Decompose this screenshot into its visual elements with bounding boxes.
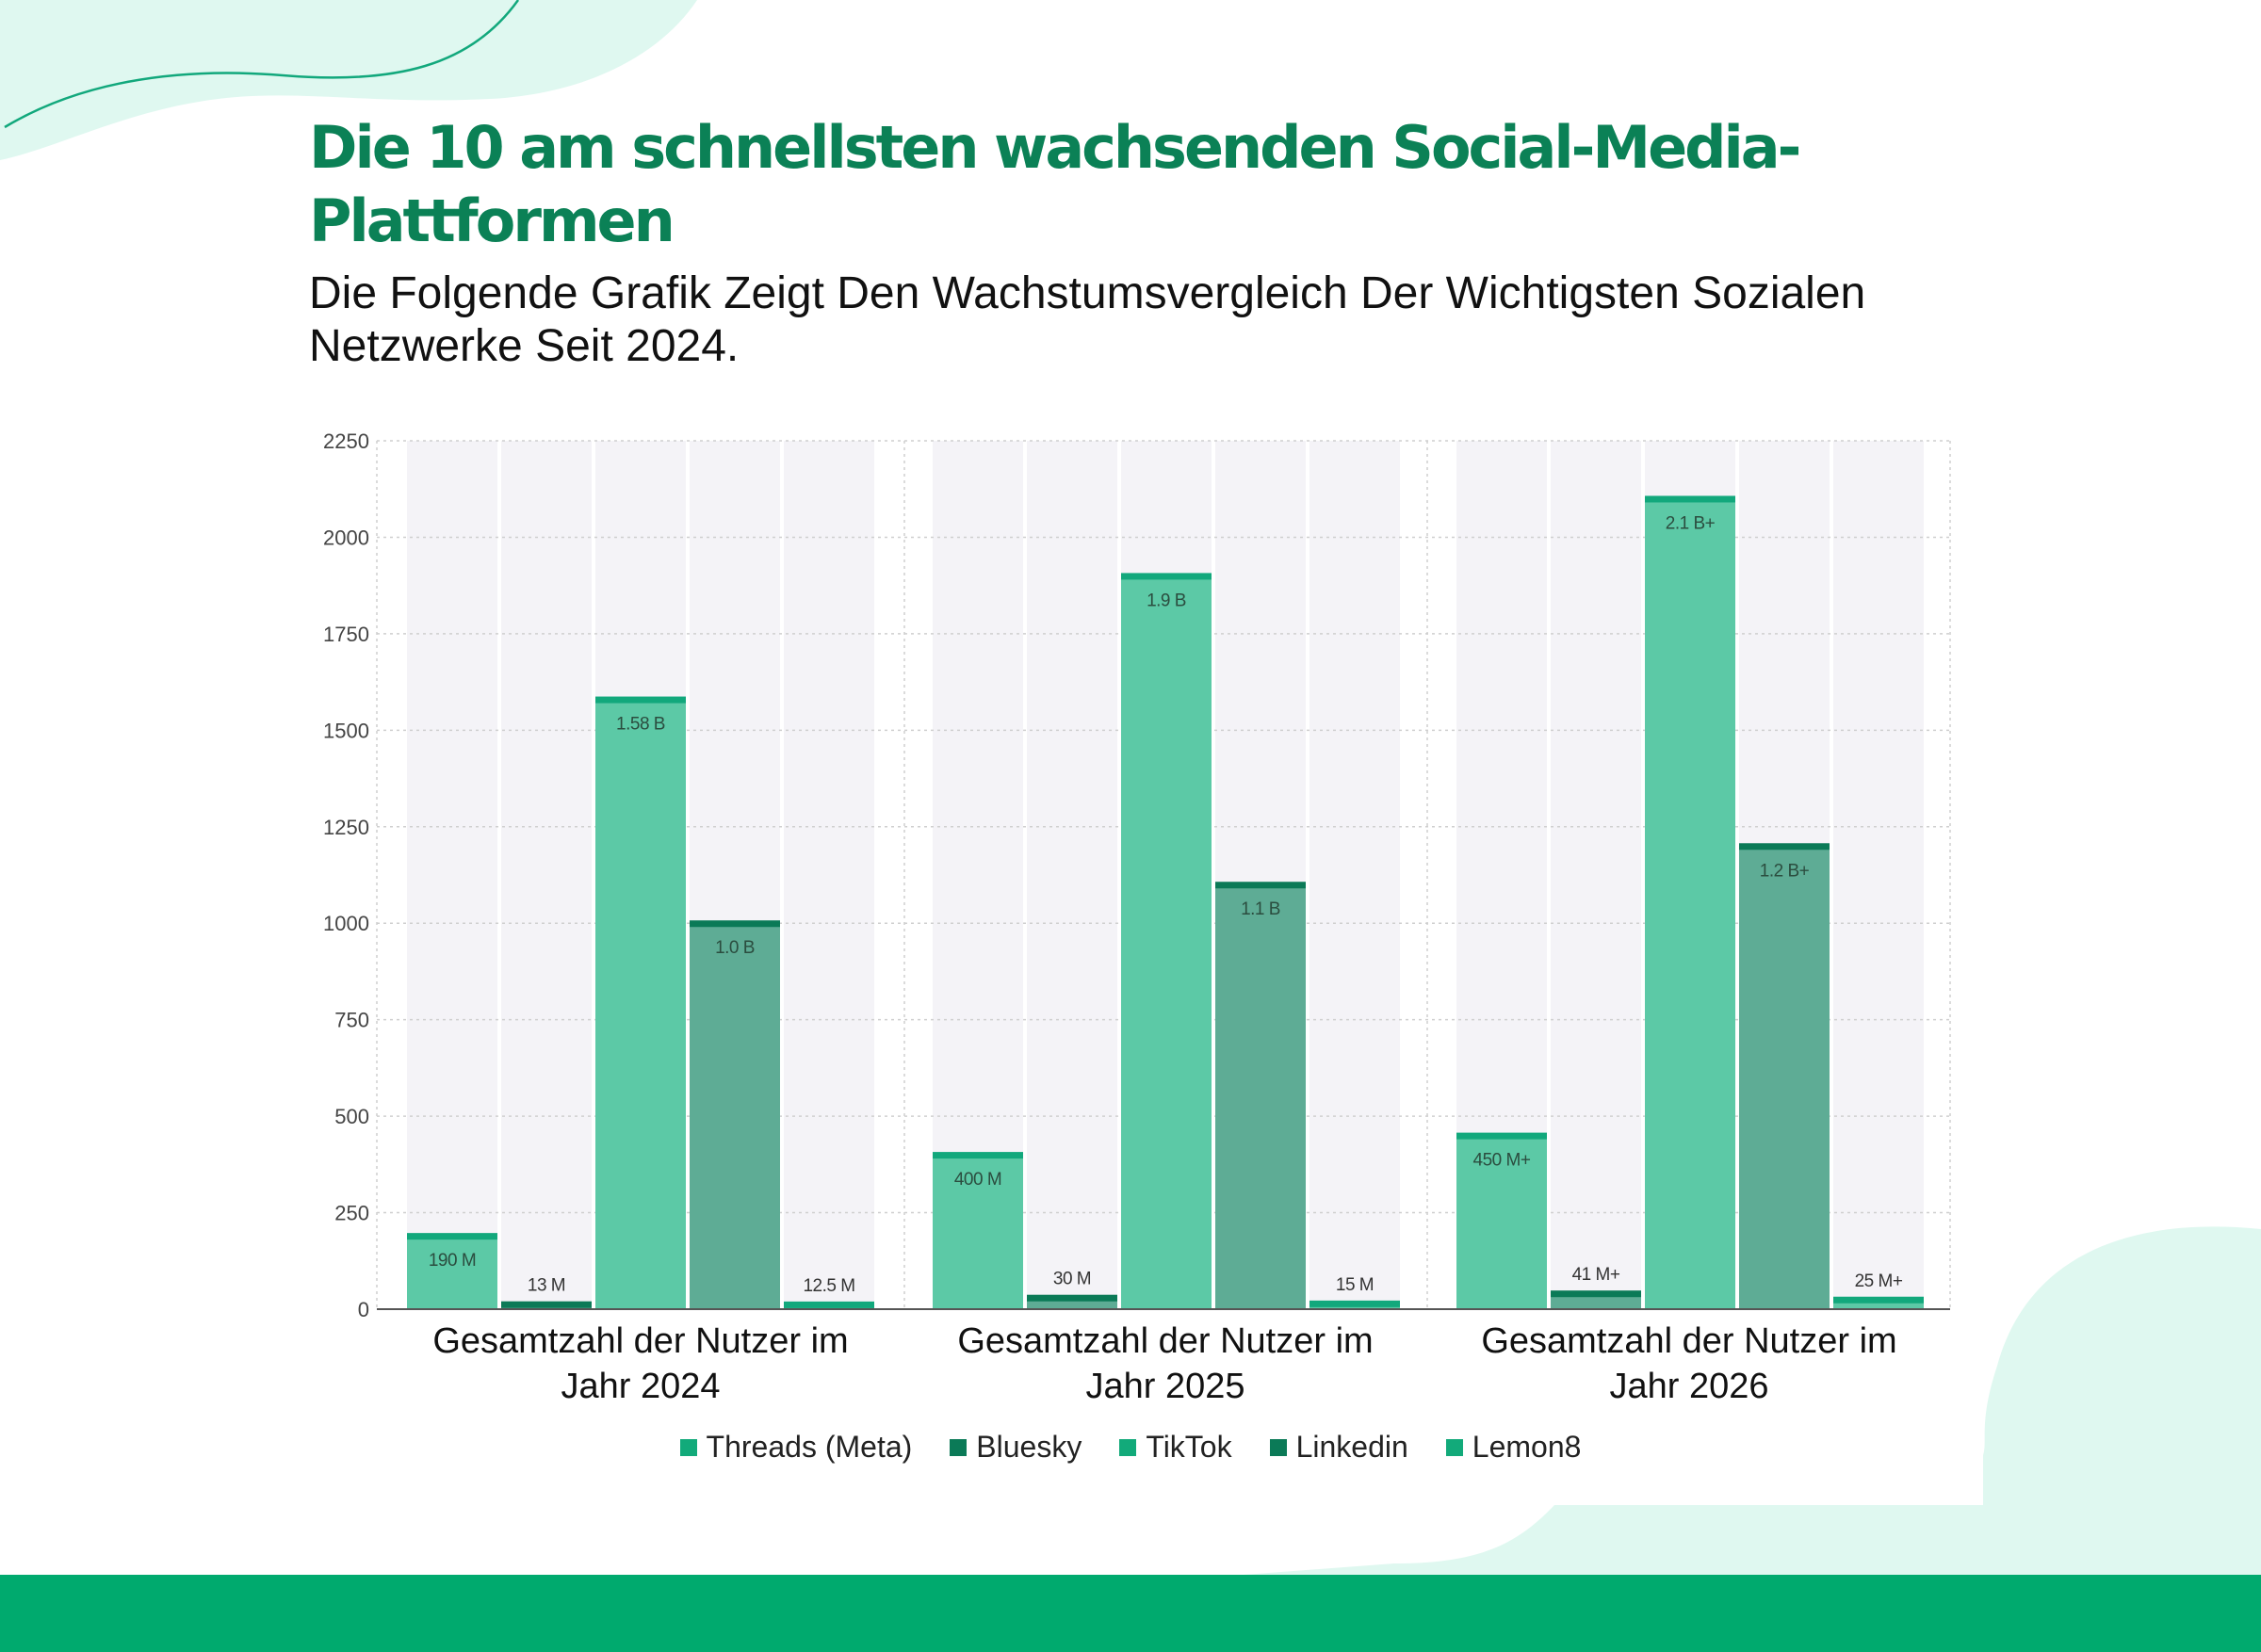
- page-subtitle: Die Folgende Grafik Zeigt Den Wachstumsv…: [309, 268, 1866, 371]
- bar-cap: [933, 1152, 1023, 1159]
- legend-swatch: [950, 1438, 968, 1456]
- y-tick-label: 500: [334, 1105, 369, 1128]
- bar-cap: [1027, 1294, 1117, 1302]
- bar-cap: [1309, 1300, 1400, 1307]
- legend-item: Linkedin: [1269, 1430, 1408, 1465]
- top-left-wave-line: [4, 0, 520, 129]
- bar-cap: [784, 1301, 874, 1308]
- bar-threads-meta-: [407, 1236, 497, 1309]
- y-tick-label: 2000: [323, 526, 369, 549]
- y-tick-label: 750: [334, 1009, 369, 1032]
- data-label: 13 M: [528, 1276, 565, 1296]
- y-tick-label: 0: [358, 1298, 369, 1321]
- bar-cap: [407, 1233, 497, 1240]
- bar-bluesky: [1551, 1293, 1641, 1309]
- column-background: [1027, 441, 1117, 1309]
- page-title: Die 10 am schnellsten wachsenden Social-…: [309, 113, 1801, 255]
- y-tick-label: 1750: [323, 623, 369, 646]
- y-tick-label: 2250: [323, 429, 369, 453]
- legend-label: Threads (Meta): [706, 1430, 913, 1464]
- data-label: 400 M: [954, 1170, 1001, 1190]
- bar-threads-meta-: [1456, 1135, 1547, 1309]
- legend-swatch: [679, 1438, 697, 1456]
- column-background: [1833, 441, 1924, 1309]
- bar-cap: [1121, 573, 1212, 580]
- legend-swatch: [1269, 1438, 1287, 1456]
- bar-cap: [1739, 843, 1830, 850]
- bar-cap: [501, 1301, 592, 1308]
- bar-tiktok: [1645, 498, 1735, 1309]
- column-background: [501, 441, 592, 1309]
- data-label: 1.58 B: [616, 715, 665, 735]
- column-background: [407, 441, 497, 1309]
- bar-linkedin: [690, 923, 780, 1309]
- legend-swatch: [1119, 1438, 1137, 1456]
- legend-item: Lemon8: [1445, 1430, 1582, 1465]
- bar-linkedin: [1739, 846, 1830, 1309]
- bar-cap: [1645, 495, 1735, 503]
- x-category-label: Jahr 2026: [1609, 1367, 1768, 1406]
- x-category-label: Gesamtzahl der Nutzer im: [1481, 1321, 1896, 1361]
- data-label: 190 M: [429, 1251, 476, 1271]
- data-label: 1.0 B: [715, 938, 755, 958]
- data-label: 15 M: [1336, 1275, 1374, 1295]
- bar-tiktok: [595, 699, 686, 1309]
- x-category-label: Jahr 2024: [561, 1367, 720, 1406]
- bar-cap: [1215, 882, 1306, 889]
- bar-cap: [690, 920, 780, 928]
- data-label: 2.1 B+: [1666, 513, 1716, 533]
- bar-linkedin: [1215, 884, 1306, 1309]
- data-label: 1.1 B: [1241, 899, 1280, 919]
- chart-legend: Threads (Meta) Bluesky TikTok Linkedin Lemon…: [0, 1430, 2261, 1465]
- bar-lemon8: [1833, 1299, 1924, 1309]
- legend-label: TikTok: [1146, 1430, 1232, 1464]
- bar-cap: [1551, 1290, 1641, 1298]
- y-tick-label: 1250: [323, 816, 369, 839]
- data-label: 30 M: [1053, 1270, 1091, 1289]
- data-label: 25 M+: [1855, 1271, 1903, 1291]
- data-label: 41 M+: [1572, 1265, 1620, 1285]
- bar-threads-meta-: [933, 1155, 1023, 1309]
- data-label: 12.5 M: [803, 1276, 854, 1296]
- legend-item: Bluesky: [950, 1430, 1082, 1465]
- bar-cap: [1833, 1296, 1924, 1304]
- y-tick-label: 250: [334, 1202, 369, 1225]
- data-label: 1.2 B+: [1760, 861, 1810, 881]
- bottom-right-wave: [1244, 1226, 2261, 1575]
- x-category-label: Gesamtzahl der Nutzer im: [957, 1321, 1373, 1361]
- column-background: [1309, 441, 1400, 1309]
- data-label: 450 M+: [1473, 1151, 1531, 1171]
- bar-cap: [595, 696, 686, 704]
- legend-label: Lemon8: [1472, 1430, 1582, 1464]
- x-category-label: Gesamtzahl der Nutzer im: [432, 1321, 848, 1361]
- legend-label: Linkedin: [1295, 1430, 1408, 1464]
- legend-item: Threads (Meta): [679, 1430, 913, 1465]
- y-tick-label: 1000: [323, 912, 369, 935]
- legend-swatch: [1445, 1438, 1463, 1456]
- column-background: [1551, 441, 1641, 1309]
- y-tick-label: 1500: [323, 719, 369, 742]
- top-left-wave: [0, 0, 697, 160]
- footer-bar: [0, 1575, 2261, 1652]
- legend-label: Bluesky: [976, 1430, 1082, 1464]
- bar-cap: [1456, 1132, 1547, 1140]
- legend-item: TikTok: [1119, 1430, 1232, 1465]
- bar-tiktok: [1121, 575, 1212, 1309]
- x-category-label: Jahr 2025: [1085, 1367, 1244, 1406]
- column-background: [784, 441, 874, 1309]
- data-label: 1.9 B: [1147, 591, 1186, 610]
